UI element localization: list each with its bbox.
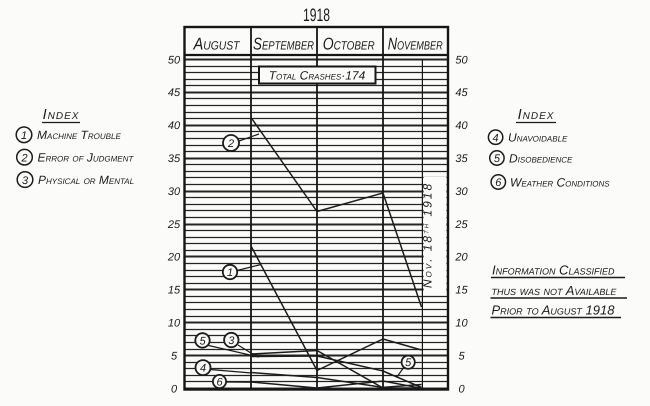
svg-text:Information Classified: Information Classified xyxy=(492,263,615,278)
svg-text:50: 50 xyxy=(168,54,181,66)
svg-text:2: 2 xyxy=(227,138,234,150)
svg-text:6: 6 xyxy=(495,177,502,189)
svg-text:3: 3 xyxy=(228,335,235,347)
svg-text:Physical or Mental: Physical or Mental xyxy=(38,173,134,187)
svg-text:Prior to August 1918: Prior to August 1918 xyxy=(492,303,616,318)
svg-text:45: 45 xyxy=(168,87,181,99)
svg-text:15: 15 xyxy=(455,285,468,297)
svg-text:30: 30 xyxy=(455,186,468,198)
svg-text:September: September xyxy=(253,35,314,54)
svg-text:2: 2 xyxy=(20,152,27,164)
svg-text:Weather Conditions: Weather Conditions xyxy=(510,176,610,190)
svg-text:40: 40 xyxy=(455,120,468,132)
svg-text:45: 45 xyxy=(455,87,468,99)
svg-text:20: 20 xyxy=(167,252,181,264)
svg-text:Total Crashes·174: Total Crashes·174 xyxy=(269,69,366,83)
svg-text:5: 5 xyxy=(494,153,501,165)
svg-text:Unavoidable: Unavoidable xyxy=(508,131,568,145)
svg-text:0: 0 xyxy=(458,383,465,395)
svg-text:1: 1 xyxy=(227,267,233,279)
svg-text:5: 5 xyxy=(458,350,465,362)
svg-text:Index: Index xyxy=(518,107,555,123)
svg-text:25: 25 xyxy=(454,219,468,231)
svg-text:1: 1 xyxy=(21,130,27,142)
svg-text:Index: Index xyxy=(43,107,80,123)
svg-text:25: 25 xyxy=(167,219,181,231)
svg-text:5: 5 xyxy=(405,357,412,369)
svg-text:5: 5 xyxy=(171,350,178,362)
svg-text:6: 6 xyxy=(216,377,223,389)
svg-text:Machine Trouble: Machine Trouble xyxy=(37,128,121,142)
svg-text:35: 35 xyxy=(455,153,468,165)
svg-text:5: 5 xyxy=(199,335,206,347)
svg-text:35: 35 xyxy=(168,153,181,165)
svg-text:Error of Judgment: Error of Judgment xyxy=(38,151,135,165)
svg-text:10: 10 xyxy=(455,318,468,330)
svg-text:20: 20 xyxy=(454,252,468,264)
svg-text:0: 0 xyxy=(171,383,178,395)
svg-text:October: October xyxy=(323,35,375,54)
svg-text:10: 10 xyxy=(168,318,181,330)
svg-text:Nov. 18th 1918: Nov. 18th 1918 xyxy=(421,182,435,288)
svg-text:thus was not Available: thus was not Available xyxy=(492,283,618,298)
svg-text:1918: 1918 xyxy=(303,5,330,25)
svg-text:4: 4 xyxy=(200,363,206,375)
svg-text:15: 15 xyxy=(168,285,181,297)
svg-text:November: November xyxy=(388,35,443,54)
svg-text:August: August xyxy=(193,35,241,54)
svg-text:4: 4 xyxy=(493,132,499,144)
svg-text:40: 40 xyxy=(168,120,181,132)
svg-text:50: 50 xyxy=(455,54,468,66)
svg-text:Disobedience: Disobedience xyxy=(509,152,573,166)
svg-text:3: 3 xyxy=(22,175,29,187)
svg-text:30: 30 xyxy=(168,186,181,198)
